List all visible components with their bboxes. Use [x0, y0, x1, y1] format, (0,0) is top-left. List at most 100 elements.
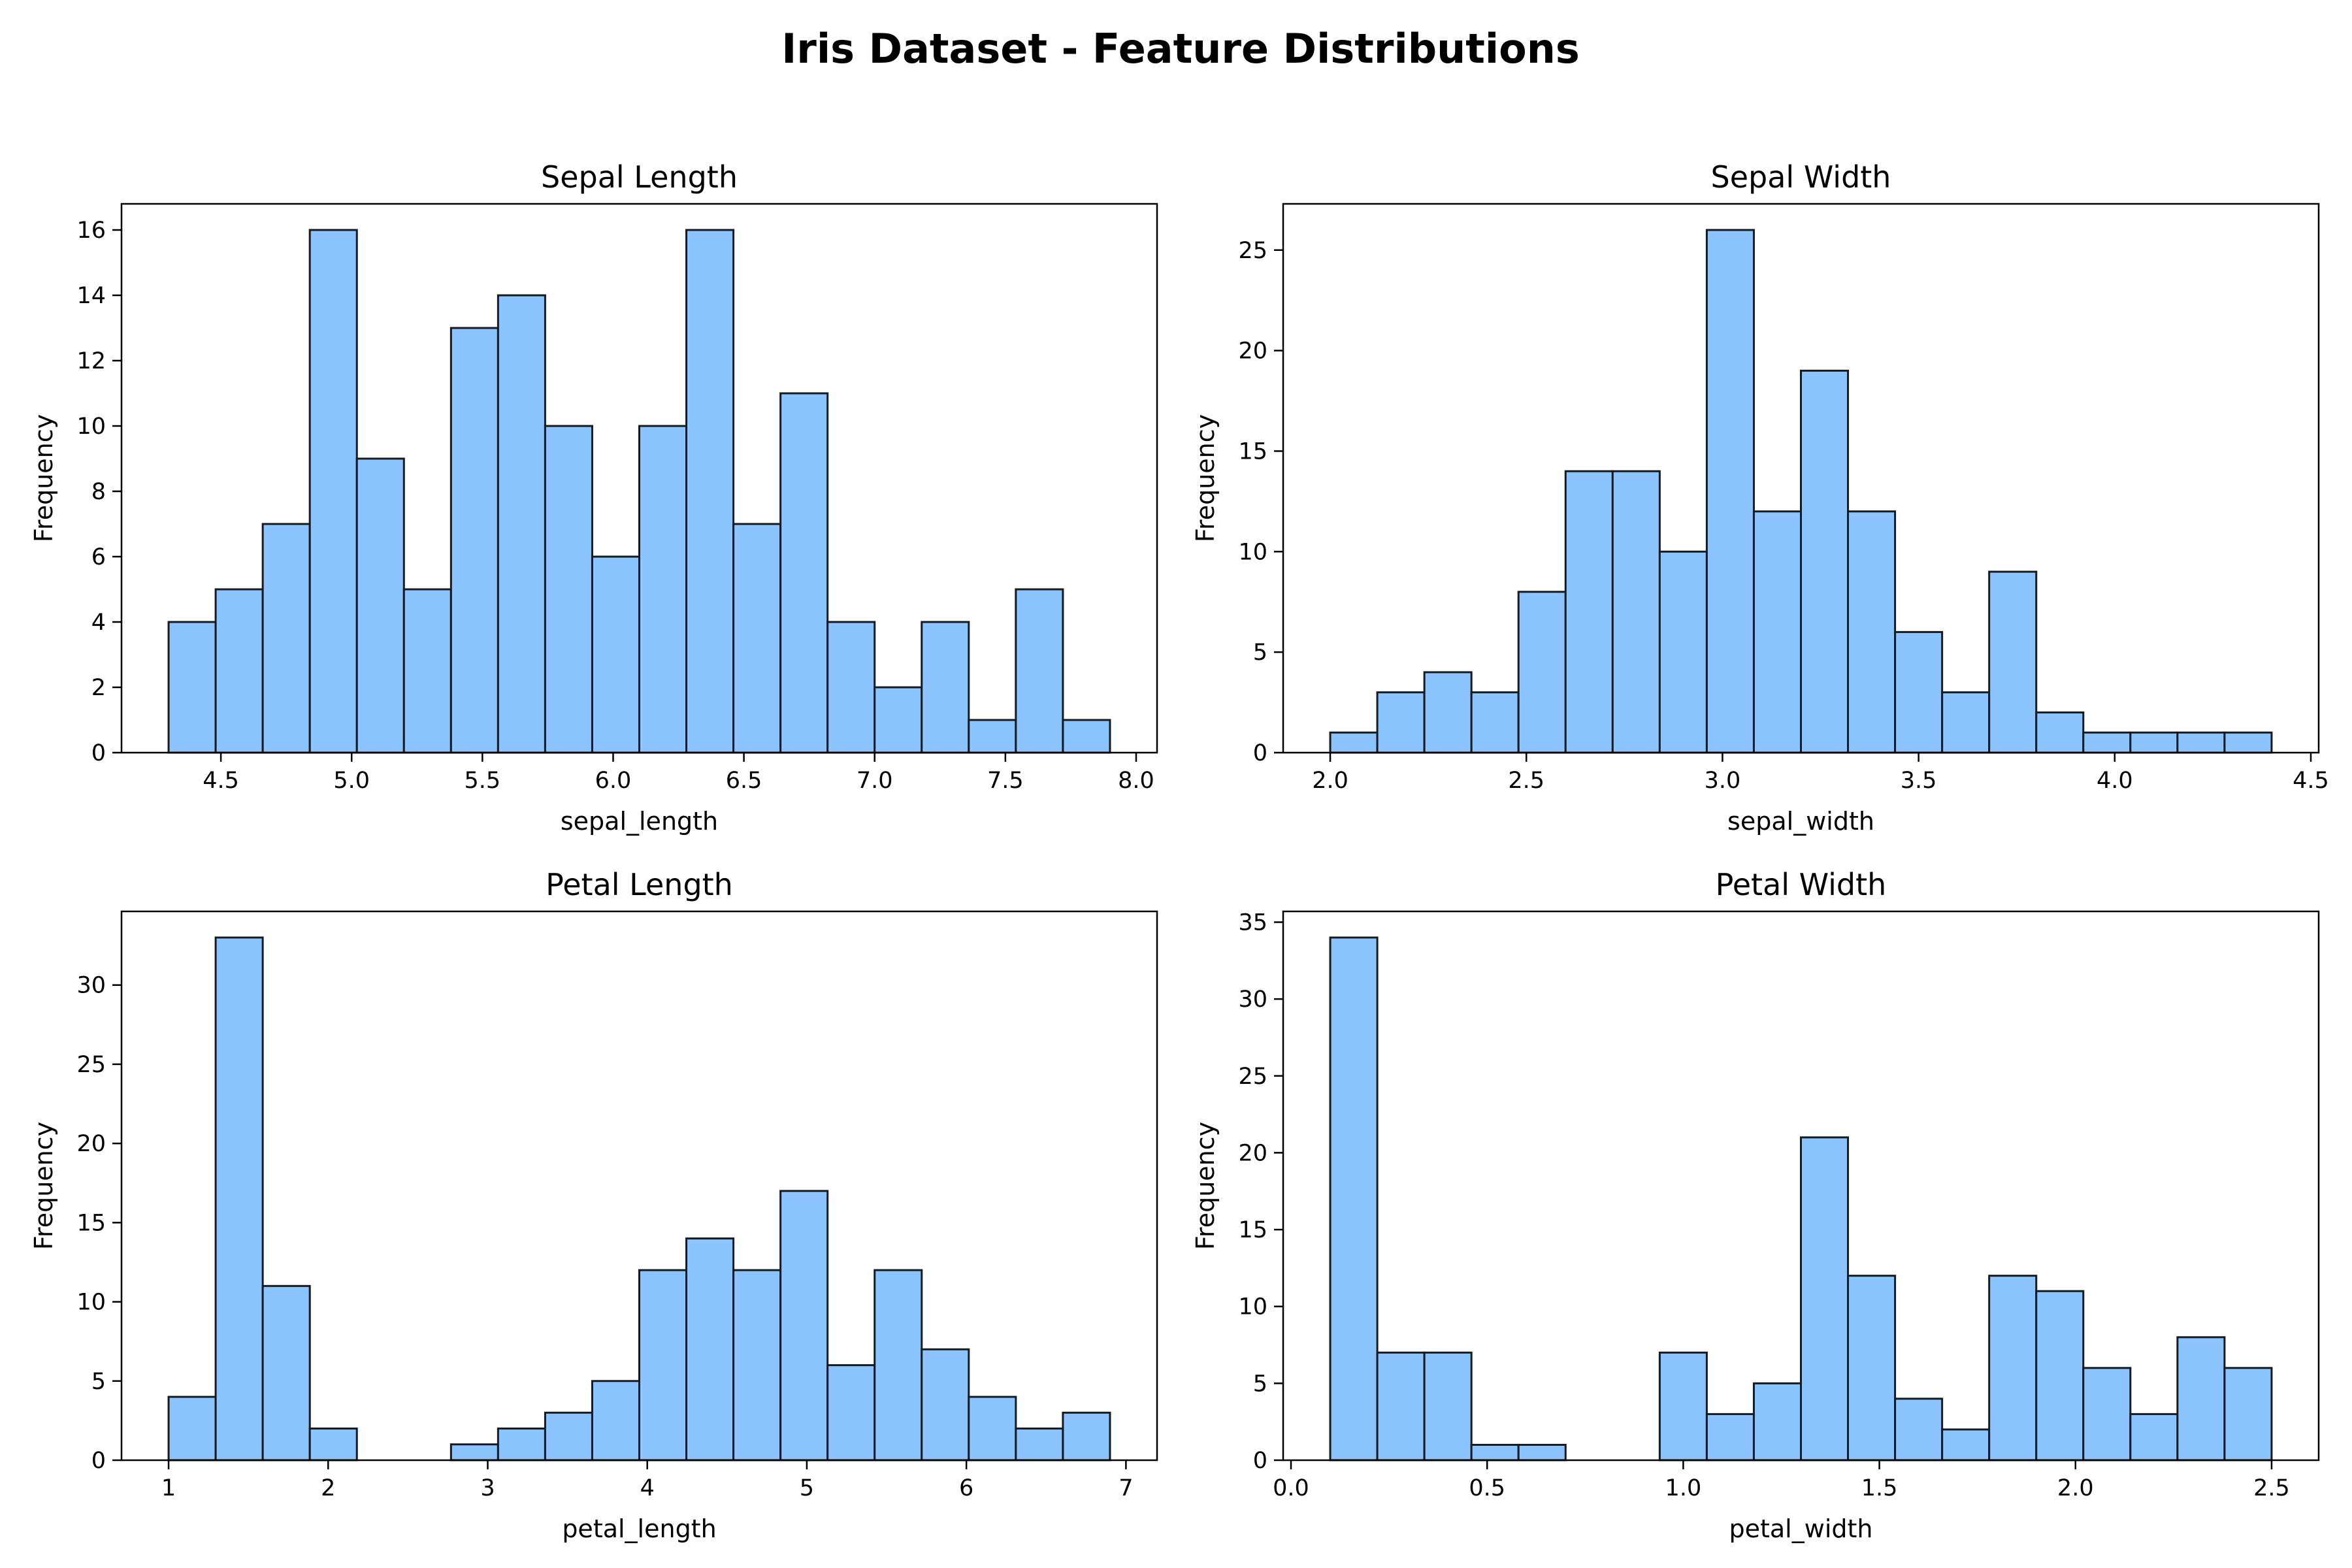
histogram-bar: [261, 523, 311, 754]
histogram-bar: [1894, 630, 1944, 754]
histogram-bar: [2176, 1336, 2226, 1462]
histogram-bar: [1329, 731, 1379, 754]
x-tick-label: 0.0: [1273, 1475, 1309, 1501]
histogram-bar: [544, 425, 593, 754]
y-tick-label: 0: [91, 1448, 106, 1474]
histogram-bar: [1988, 1275, 2038, 1462]
histogram-bar: [638, 1269, 688, 1462]
histogram-bar: [1752, 1382, 1802, 1462]
y-tick-label: 10: [1238, 1294, 1267, 1320]
histogram-bar: [214, 588, 264, 754]
histogram-bar: [2129, 1413, 2179, 1462]
x-tick-label: 7.5: [987, 768, 1024, 794]
x-tick-label: 5: [800, 1475, 814, 1501]
histogram-bar: [1658, 1351, 1708, 1462]
histogram-bar: [1705, 229, 1755, 754]
histogram-bar: [638, 425, 688, 754]
x-tick-label: 2.0: [1312, 768, 1348, 794]
histogram-bar: [1062, 1411, 1111, 1462]
histogram-bar: [591, 555, 641, 754]
histogram-bar: [449, 327, 499, 754]
histogram-bar: [1988, 570, 2038, 754]
x-tick-label: 2.5: [2253, 1475, 2290, 1501]
histogram-bar: [1941, 691, 1991, 754]
histogram-bars: [167, 936, 1111, 1462]
y-tick-label: 10: [76, 414, 106, 440]
histogram-bar: [261, 1284, 311, 1462]
x-tick-label: 1: [161, 1475, 176, 1501]
histogram-bar: [1376, 691, 1426, 754]
histogram-bars: [1329, 229, 2273, 754]
subplot-petal-length: 1 2 3 4 5 6 7 0 5 10 15 20 25 30 Petal Length petal_len…: [29, 867, 1158, 1543]
y-axis-ticks: 0 2 4 6 8 10 12 14 16: [76, 218, 122, 766]
x-tick-label: 5.0: [333, 768, 370, 794]
y-axis-ticks: 0 5 10 15 20 25 30 35: [1238, 909, 1283, 1474]
histogram-bar: [167, 1396, 217, 1462]
histogram-bar: [921, 621, 970, 754]
histogram-bar: [1847, 1275, 1897, 1462]
x-tick-label: 0.5: [1469, 1475, 1505, 1501]
subplot-sepal-width: 2.0 2.5 3.0 3.5 4.0 4.5 0 5 10 15 20 25 Sepal Width s…: [1191, 159, 2329, 836]
x-tick-label: 4.0: [2097, 768, 2133, 794]
histogram-bar: [1847, 510, 1897, 754]
histogram-bar: [1564, 470, 1614, 754]
axes-frame: [120, 203, 1158, 754]
y-tick-label: 10: [76, 1290, 106, 1316]
histogram-bars: [1329, 936, 2273, 1462]
histogram-bar: [921, 1348, 970, 1462]
histogram-bar: [308, 229, 358, 754]
subplot-title: Sepal Width: [1711, 159, 1891, 195]
histogram-bar: [2223, 1367, 2273, 1462]
histogram-bar: [591, 1380, 641, 1462]
x-axis-ticks: 4.5 5.0 5.5 6.0 6.5 7.0 7.5 8.0: [203, 753, 1154, 794]
y-tick-label: 30: [76, 973, 106, 999]
y-axis-label: Frequency: [1191, 1122, 1220, 1250]
axes-frame: [1282, 203, 2320, 754]
x-tick-label: 5.5: [465, 768, 501, 794]
y-tick-label: 15: [1238, 438, 1267, 465]
subplot-sepal-length: 4.5 5.0 5.5 6.0 6.5 7.0 7.5 8.0 0 2 4 6 8 10 12 14 16 Sep…: [29, 159, 1158, 836]
y-axis-label: Frequency: [29, 414, 58, 542]
histogram-bar: [1517, 591, 1567, 754]
histogram-bar: [1705, 1413, 1755, 1462]
axes-frame: [1282, 910, 2320, 1462]
x-tick-label: 6: [959, 1475, 973, 1501]
y-tick-label: 0: [1253, 1448, 1267, 1474]
y-tick-label: 20: [1238, 338, 1267, 365]
y-axis-label: Frequency: [1191, 414, 1220, 542]
x-tick-label: 7: [1119, 1475, 1133, 1501]
histogram-bar: [308, 1428, 358, 1462]
x-axis-ticks: 0.0 0.5 1.0 1.5 2.0 2.5: [1273, 1460, 2290, 1501]
subplot-title: Petal Length: [546, 867, 733, 902]
histogram-bar: [449, 1443, 499, 1462]
x-tick-label: 2.5: [1508, 768, 1544, 794]
x-tick-label: 4.5: [203, 768, 239, 794]
histogram-bar: [1423, 1351, 1473, 1462]
histogram-bar: [968, 719, 1017, 754]
histogram-bar: [1470, 691, 1520, 754]
x-tick-label: 3.0: [1705, 768, 1741, 794]
histogram-bar: [497, 294, 546, 754]
histogram-bar: [2082, 1367, 2132, 1462]
histogram-bar: [874, 1269, 923, 1462]
subplot-title: Sepal Length: [541, 159, 738, 195]
x-tick-label: 2: [321, 1475, 335, 1501]
histogram-bar: [1941, 1428, 1991, 1462]
x-axis-label: petal_length: [562, 1514, 716, 1543]
y-tick-label: 2: [91, 675, 106, 701]
figure-title: Iris Dataset - Feature Distributions: [781, 25, 1580, 73]
x-axis-label: petal_width: [1729, 1514, 1873, 1543]
x-tick-label: 4: [640, 1475, 655, 1501]
y-tick-label: 25: [1238, 238, 1267, 264]
x-tick-label: 1.5: [1861, 1475, 1898, 1501]
y-tick-label: 12: [76, 348, 106, 374]
histogram-bar: [1423, 671, 1473, 754]
histogram-bar: [2223, 731, 2273, 754]
histogram-bar: [1376, 1351, 1426, 1462]
subplot-petal-width: 0.0 0.5 1.0 1.5 2.0 2.5 0 5 10 15 20 25 30 35 Petal Wi…: [1191, 867, 2320, 1543]
axes-frame: [120, 910, 1158, 1462]
histogram-bar: [826, 621, 876, 754]
histogram-bar: [1015, 1428, 1064, 1462]
